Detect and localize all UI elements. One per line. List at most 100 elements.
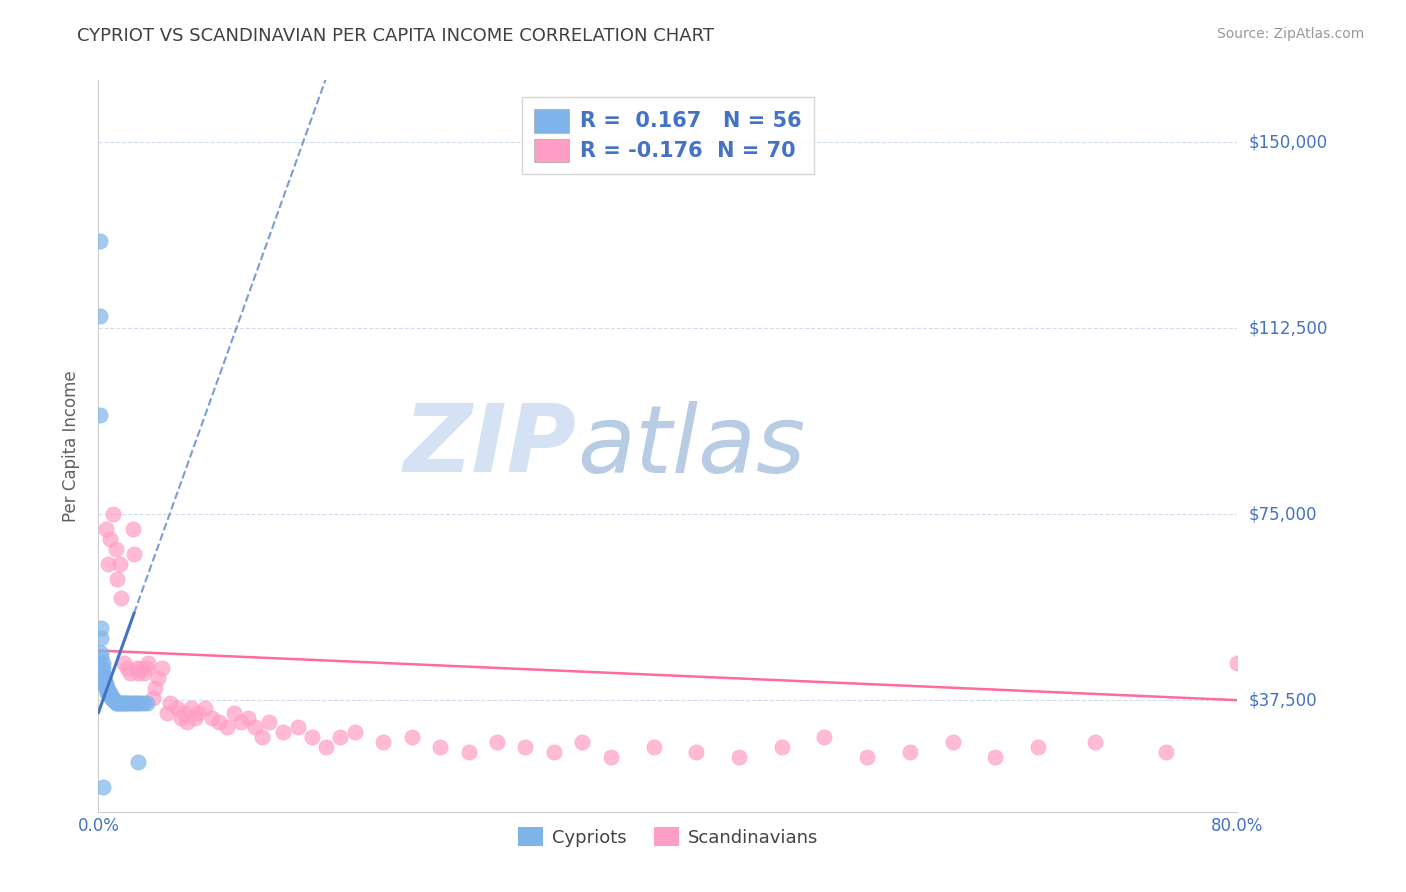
Point xyxy=(94,681,117,695)
Point xyxy=(96,681,118,695)
Point xyxy=(643,740,665,755)
Point xyxy=(728,750,751,764)
Point xyxy=(115,696,138,710)
Point xyxy=(145,681,167,695)
Text: $37,500: $37,500 xyxy=(1249,691,1317,709)
Point xyxy=(100,690,122,705)
Point xyxy=(112,696,135,710)
Point xyxy=(98,532,121,546)
Point xyxy=(515,740,537,755)
Point xyxy=(107,696,129,710)
Point xyxy=(401,731,423,745)
Point xyxy=(571,735,593,749)
Point xyxy=(118,665,141,680)
Text: $75,000: $75,000 xyxy=(1249,505,1317,524)
Point xyxy=(187,706,209,720)
Point xyxy=(229,715,252,730)
Point xyxy=(135,661,157,675)
Point xyxy=(121,522,143,536)
Point xyxy=(121,696,143,710)
Point xyxy=(457,745,479,759)
Point xyxy=(114,696,136,710)
Point xyxy=(98,688,121,702)
Point xyxy=(91,671,114,685)
Text: $150,000: $150,000 xyxy=(1249,133,1327,152)
Point xyxy=(94,675,117,690)
Point xyxy=(329,731,352,745)
Point xyxy=(184,710,207,724)
Point xyxy=(125,696,148,710)
Point xyxy=(104,696,127,710)
Point xyxy=(91,661,114,675)
Point xyxy=(176,715,198,730)
Point xyxy=(91,780,114,794)
Point xyxy=(93,678,115,692)
Text: Source: ZipAtlas.com: Source: ZipAtlas.com xyxy=(1216,27,1364,41)
Point xyxy=(129,696,152,710)
Point xyxy=(1084,735,1107,749)
Point xyxy=(89,408,111,422)
Point xyxy=(98,688,121,702)
Point xyxy=(127,665,149,680)
Point xyxy=(287,720,309,734)
Point xyxy=(243,720,266,734)
Text: $112,500: $112,500 xyxy=(1249,319,1327,337)
Point xyxy=(90,651,112,665)
Point xyxy=(984,750,1007,764)
Point xyxy=(1226,656,1249,670)
Point xyxy=(373,735,395,749)
Point xyxy=(152,661,174,675)
Point xyxy=(543,745,565,759)
Point xyxy=(103,693,125,707)
Point xyxy=(90,661,112,675)
Point xyxy=(104,541,127,556)
Point xyxy=(127,696,149,710)
Point xyxy=(132,665,155,680)
Point xyxy=(166,700,188,714)
Point xyxy=(110,591,132,606)
Point xyxy=(141,690,163,705)
Point xyxy=(129,661,152,675)
Point xyxy=(110,696,132,710)
Point xyxy=(222,706,245,720)
Point xyxy=(770,740,793,755)
Point xyxy=(343,725,366,739)
Point xyxy=(125,661,148,675)
Point xyxy=(685,745,707,759)
Y-axis label: Per Capita Income: Per Capita Income xyxy=(62,370,80,522)
Point xyxy=(94,522,117,536)
Point xyxy=(201,710,224,724)
Point xyxy=(101,507,124,521)
Point xyxy=(97,683,120,698)
Point xyxy=(89,309,111,323)
Point xyxy=(1154,745,1177,759)
Point xyxy=(898,745,921,759)
Text: atlas: atlas xyxy=(576,401,806,491)
Point xyxy=(301,731,323,745)
Point xyxy=(89,235,111,249)
Point xyxy=(91,671,114,685)
Point xyxy=(236,710,259,724)
Point xyxy=(273,725,295,739)
Point xyxy=(108,557,131,571)
Point xyxy=(97,557,120,571)
Point xyxy=(215,720,238,734)
Point xyxy=(173,706,195,720)
Point xyxy=(96,686,118,700)
Point xyxy=(91,668,114,682)
Point xyxy=(813,731,835,745)
Point xyxy=(112,656,135,670)
Point xyxy=(91,665,114,680)
Point xyxy=(93,675,115,690)
Text: ZIP: ZIP xyxy=(404,400,576,492)
Point xyxy=(115,661,138,675)
Point xyxy=(93,675,115,690)
Point xyxy=(170,710,193,724)
Point xyxy=(856,750,879,764)
Point xyxy=(135,696,157,710)
Text: CYPRIOT VS SCANDINAVIAN PER CAPITA INCOME CORRELATION CHART: CYPRIOT VS SCANDINAVIAN PER CAPITA INCOM… xyxy=(77,27,714,45)
Point xyxy=(180,700,202,714)
Point xyxy=(98,686,121,700)
Point xyxy=(250,731,273,745)
Point xyxy=(90,621,112,635)
